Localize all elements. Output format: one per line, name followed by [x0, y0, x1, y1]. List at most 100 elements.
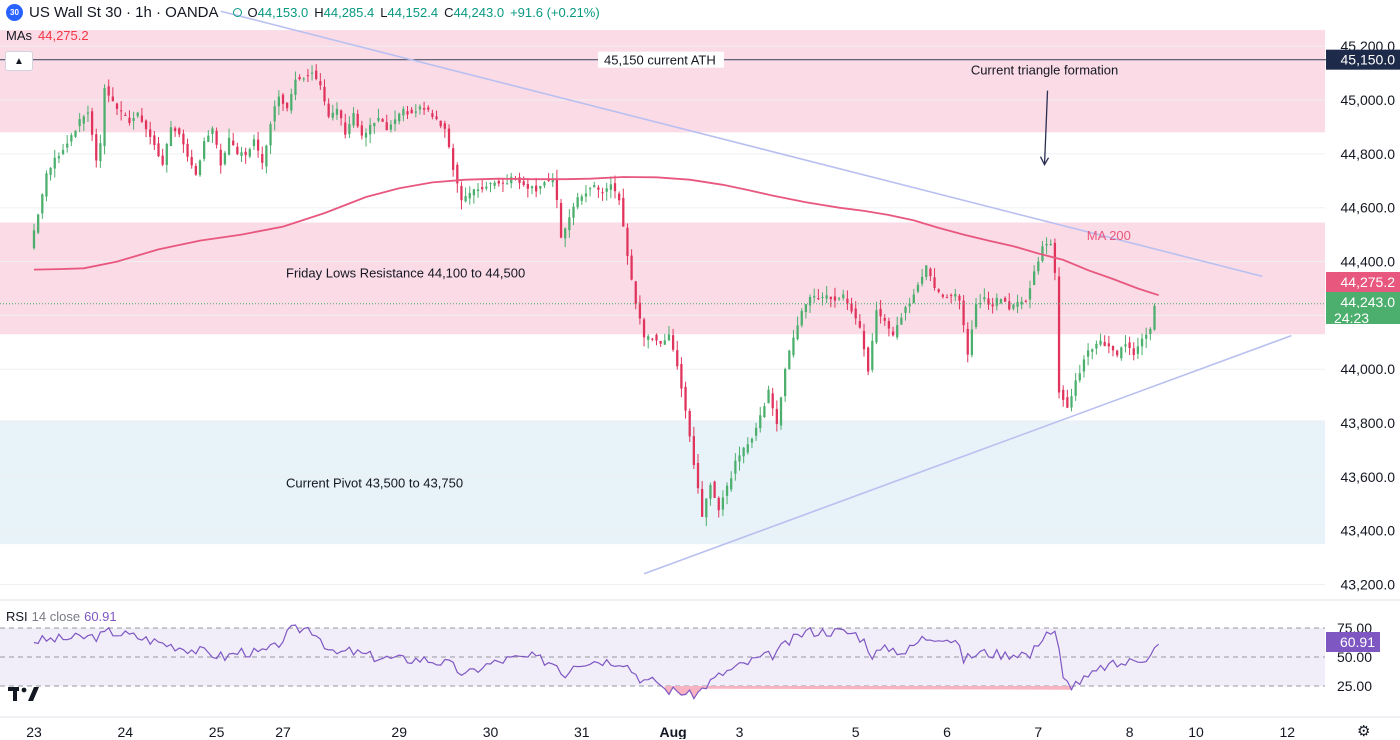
candle-body[interactable]: [240, 152, 243, 156]
ma-legend[interactable]: MAs 44,275.2: [6, 28, 89, 43]
candle-body[interactable]: [99, 143, 102, 162]
candle-body[interactable]: [767, 389, 770, 404]
candle-body[interactable]: [609, 184, 612, 190]
candle-body[interactable]: [481, 187, 484, 190]
candle-body[interactable]: [846, 298, 849, 304]
candle-body[interactable]: [207, 135, 210, 142]
candle-body[interactable]: [348, 123, 351, 135]
candle-body[interactable]: [153, 135, 156, 146]
candle-body[interactable]: [618, 193, 621, 201]
candle-body[interactable]: [891, 331, 895, 336]
candle-body[interactable]: [61, 149, 65, 154]
candle-body[interactable]: [850, 303, 853, 312]
candle-body[interactable]: [796, 325, 799, 340]
candle-body[interactable]: [900, 317, 903, 325]
candle-body[interactable]: [808, 297, 812, 306]
candle-body[interactable]: [489, 183, 492, 185]
candle-body[interactable]: [925, 265, 928, 277]
candle-body[interactable]: [663, 340, 666, 345]
candle-body[interactable]: [227, 137, 231, 155]
candle-body[interactable]: [265, 145, 268, 167]
candle-body[interactable]: [676, 350, 679, 367]
candle-body[interactable]: [294, 79, 297, 95]
candle-body[interactable]: [223, 152, 227, 165]
candle-body[interactable]: [1099, 340, 1102, 345]
candle-body[interactable]: [1111, 345, 1115, 351]
candle-body[interactable]: [568, 217, 571, 231]
candle-body[interactable]: [1003, 298, 1007, 302]
candle-body[interactable]: [53, 157, 56, 169]
candle-body[interactable]: [364, 132, 368, 138]
candle-body[interactable]: [211, 128, 214, 135]
candle-body[interactable]: [310, 72, 314, 74]
candle-body[interactable]: [721, 497, 725, 510]
candle-body[interactable]: [987, 298, 990, 305]
collapse-legend-button[interactable]: ▲: [5, 51, 33, 71]
candle-body[interactable]: [178, 128, 181, 135]
candle-body[interactable]: [452, 148, 455, 170]
candle-body[interactable]: [327, 103, 330, 117]
candle-body[interactable]: [57, 156, 61, 159]
candle-body[interactable]: [1078, 373, 1081, 381]
candle-body[interactable]: [290, 94, 293, 111]
candle-body[interactable]: [219, 149, 222, 166]
candle-body[interactable]: [1136, 346, 1140, 354]
candle-body[interactable]: [829, 296, 832, 300]
candle-body[interactable]: [144, 120, 148, 130]
candle-body[interactable]: [1107, 343, 1110, 347]
candle-body[interactable]: [887, 321, 891, 329]
candle-body[interactable]: [74, 130, 77, 137]
candle-body[interactable]: [522, 181, 525, 185]
candle-body[interactable]: [1124, 344, 1127, 347]
candle-body[interactable]: [161, 155, 164, 165]
candle-body[interactable]: [1095, 343, 1098, 349]
candle-body[interactable]: [468, 192, 471, 199]
candle-body[interactable]: [817, 298, 820, 300]
candle-body[interactable]: [991, 304, 994, 307]
candle-body[interactable]: [692, 436, 695, 465]
candle-body[interactable]: [1153, 305, 1156, 330]
candle-body[interactable]: [1024, 300, 1027, 302]
candle-body[interactable]: [825, 295, 828, 299]
candle-body[interactable]: [588, 188, 592, 190]
candle-body[interactable]: [530, 186, 534, 189]
candle-body[interactable]: [203, 141, 206, 159]
candle-body[interactable]: [1066, 397, 1069, 408]
candle-body[interactable]: [157, 143, 160, 157]
candle-body[interactable]: [1140, 338, 1144, 347]
candle-body[interactable]: [1062, 389, 1065, 400]
candle-body[interactable]: [501, 182, 505, 184]
candle-body[interactable]: [1049, 243, 1052, 245]
candle-body[interactable]: [286, 102, 289, 109]
candle-body[interactable]: [277, 96, 280, 107]
candle-body[interactable]: [447, 128, 451, 148]
candle-body[interactable]: [651, 338, 654, 340]
candle-body[interactable]: [896, 325, 899, 338]
candle-body[interactable]: [730, 478, 733, 490]
candle-body[interactable]: [323, 86, 326, 102]
candle-body[interactable]: [298, 76, 301, 80]
candle-body[interactable]: [78, 119, 81, 126]
candle-body[interactable]: [360, 125, 363, 136]
candle-body[interactable]: [912, 294, 915, 303]
candle-body[interactable]: [373, 122, 376, 127]
candle-body[interactable]: [904, 307, 907, 313]
candle-body[interactable]: [120, 110, 123, 112]
candle-body[interactable]: [1020, 301, 1023, 305]
candle-body[interactable]: [1012, 304, 1015, 309]
candle-body[interactable]: [800, 310, 803, 326]
candle-body[interactable]: [526, 184, 529, 189]
candle-body[interactable]: [746, 444, 749, 453]
candle-body[interactable]: [95, 134, 98, 161]
candle-body[interactable]: [671, 335, 675, 350]
candle-body[interactable]: [622, 197, 625, 227]
candle-body[interactable]: [418, 106, 422, 110]
rsi-line[interactable]: [33, 624, 1160, 700]
candle-body[interactable]: [547, 179, 550, 181]
candle-body[interactable]: [1128, 342, 1131, 349]
candle-body[interactable]: [377, 117, 380, 121]
candle-body[interactable]: [281, 94, 285, 104]
candle-body[interactable]: [813, 296, 816, 298]
candle-body[interactable]: [306, 75, 310, 77]
